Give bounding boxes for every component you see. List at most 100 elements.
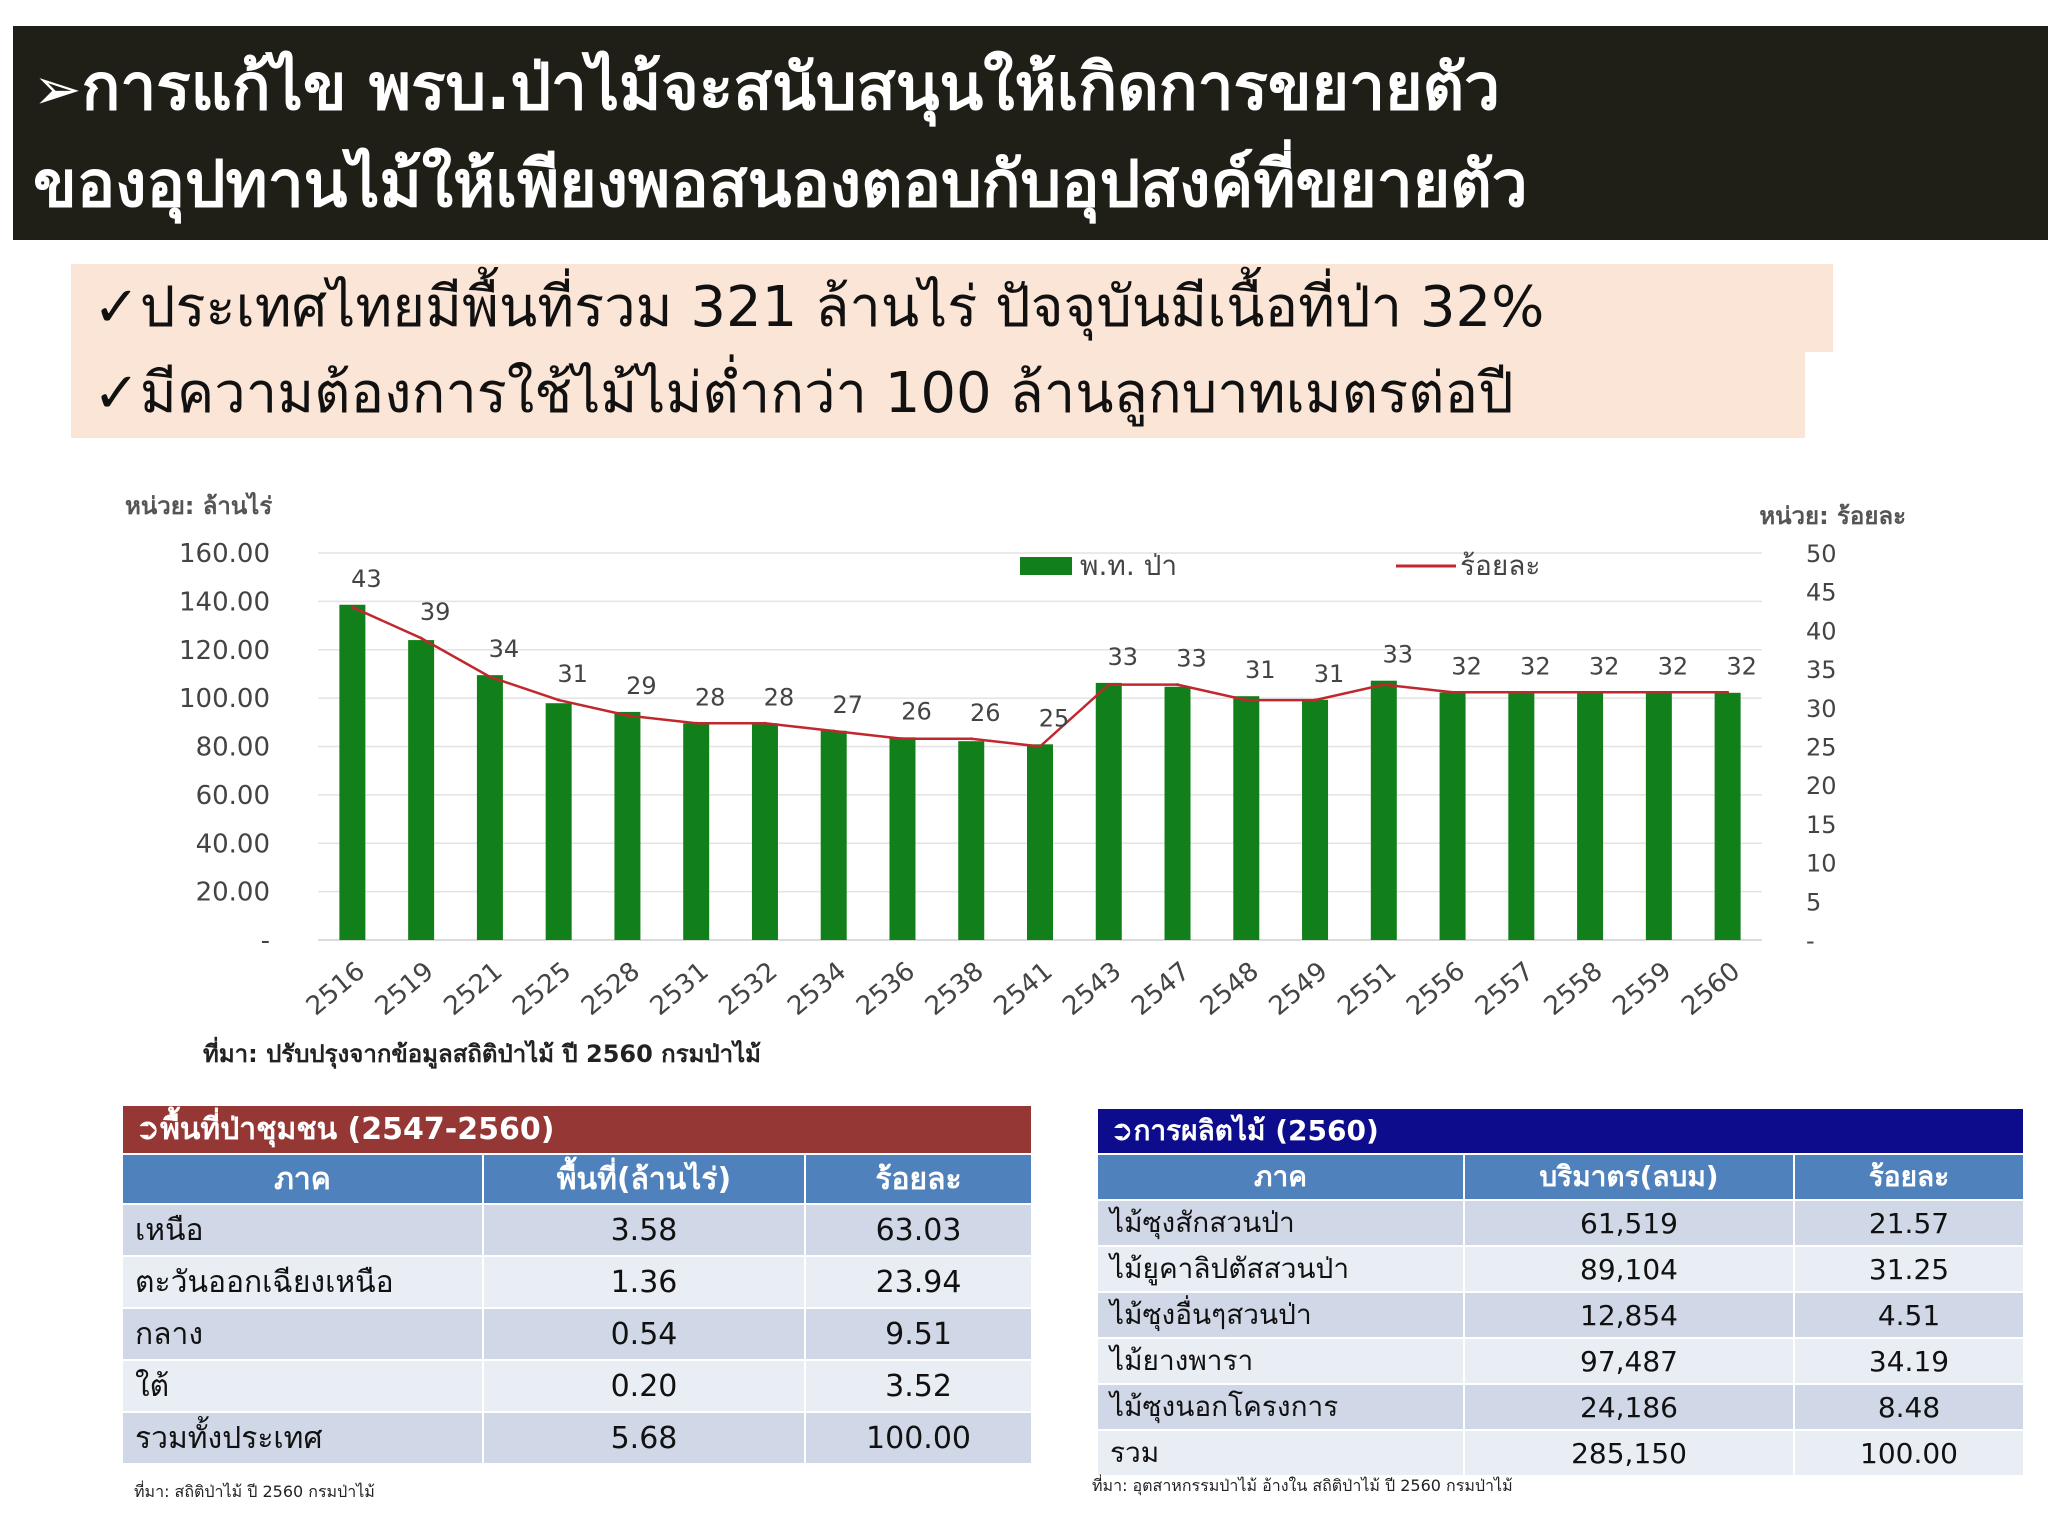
line-point [900, 737, 904, 741]
bar [1302, 699, 1329, 940]
row-label-cell: กลาง [123, 1308, 484, 1361]
timber-production-table: ➲การผลิตไม้ (2560) ภาค บริมาตร(ลบม) ร้อย… [1098, 1109, 2026, 1477]
unit-left-label: หน่วย: ล้านไร่ [125, 491, 272, 520]
row-label-cell: รวม [1098, 1430, 1465, 1477]
bar [958, 741, 985, 940]
bar [1027, 744, 1053, 940]
y-right-tick-label: - [1806, 927, 1815, 955]
table-row: ไม้ซุงสักสวนป่า 61,519 21.57 [1098, 1200, 2026, 1247]
x-category-label: 2548 [1195, 956, 1265, 1022]
x-category-label: 2525 [507, 956, 577, 1022]
data-label: 31 [1314, 660, 1345, 688]
line-point [1519, 690, 1523, 694]
value-cell: 34.19 [1794, 1338, 2026, 1385]
value-cell: 31.25 [1794, 1246, 2026, 1293]
x-category-label: 2551 [1332, 956, 1402, 1022]
y-right-tick-label: 20 [1806, 772, 1837, 800]
data-label: 34 [489, 635, 520, 663]
value-cell: 23.94 [805, 1256, 1034, 1309]
line-point [694, 721, 698, 725]
y-right-tick-label: 35 [1806, 656, 1837, 684]
title-line-1: ➢การแก้ไข พรบ.ป่าไม้จะสนับสนุนให้เกิดการ… [33, 40, 2048, 137]
table-row: ไม้ซุงนอกโครงการ 24,186 8.48 [1098, 1384, 2026, 1431]
table-row: ไม้ซุงอื่นๆสวนป่า 12,854 4.51 [1098, 1292, 2026, 1339]
x-category-label: 2528 [576, 956, 646, 1022]
bar [751, 723, 778, 940]
row-label-cell: เหนือ [123, 1204, 484, 1257]
value-cell: 21.57 [1794, 1200, 2026, 1247]
x-category-label: 2536 [851, 956, 921, 1022]
bar [1645, 693, 1672, 940]
line-point [350, 605, 354, 609]
data-label: 32 [1520, 652, 1551, 680]
value-cell: 61,519 [1464, 1200, 1795, 1247]
y-left-tick-label: - [261, 926, 270, 956]
table1-title: ➲พื้นที่ป่าชุมชน (2547-2560) [123, 1106, 1034, 1155]
legend-label-bar: พ.ท. ป่า [1080, 549, 1177, 582]
chart-source: ที่มา: ปรับปรุงจากข้อมูลสถิติป่าไม้ ปี 2… [203, 1040, 761, 1068]
bar [545, 703, 572, 940]
legend-label-line: ร้อยละ [1460, 549, 1540, 582]
bar [1095, 682, 1122, 940]
row-label-cell: ไม้ซุงนอกโครงการ [1098, 1384, 1465, 1431]
y-left-tick-label: 40.00 [196, 829, 270, 859]
value-cell: 5.68 [483, 1412, 806, 1465]
table2-header: ภาค [1098, 1154, 1465, 1201]
line-point [1176, 683, 1180, 687]
x-category-label: 2557 [1470, 956, 1540, 1022]
line-point [1726, 690, 1730, 694]
x-category-label: 2519 [370, 956, 440, 1022]
table1-header: ร้อยละ [805, 1154, 1034, 1205]
row-label-cell: ไม้ซุงอื่นๆสวนป่า [1098, 1292, 1465, 1339]
row-label-cell: ไม้ยูคาลิปตัสสวนป่า [1098, 1246, 1465, 1293]
line-point [1657, 690, 1661, 694]
bullet-2: ✓มีความต้องการใช้ไม้ไม่ต่ำกว่า 100 ล้านล… [93, 361, 1514, 426]
row-label-cell: ใต้ [123, 1360, 484, 1413]
value-cell: 3.58 [483, 1204, 806, 1257]
line-point [1244, 698, 1248, 702]
data-label: 43 [351, 565, 382, 593]
y-right-tick-label: 50 [1806, 540, 1837, 568]
x-category-label: 2558 [1539, 956, 1609, 1022]
bar [683, 723, 710, 940]
line-point [832, 729, 836, 733]
y-right-tick-label: 30 [1806, 695, 1837, 723]
y-left-tick-label: 80.00 [196, 733, 270, 763]
value-cell: 100.00 [805, 1412, 1034, 1465]
bar [1233, 696, 1260, 940]
x-category-label: 2521 [438, 956, 508, 1022]
bar [408, 640, 435, 940]
data-label: 31 [1245, 656, 1276, 684]
line-point [969, 737, 973, 741]
bar [1714, 692, 1741, 940]
y-left-tick-label: 100.00 [179, 684, 270, 714]
value-cell: 3.52 [805, 1360, 1034, 1413]
table-row: เหนือ 3.58 63.03 [123, 1204, 1034, 1257]
bullet-box-2: ✓มีความต้องการใช้ไม้ไม่ต่ำกว่า 100 ล้านล… [71, 350, 1805, 438]
line-point [763, 721, 767, 725]
table2-title: ➲การผลิตไม้ (2560) [1098, 1109, 2026, 1155]
line-point [1451, 690, 1455, 694]
bar [339, 604, 366, 940]
value-cell: 0.20 [483, 1360, 806, 1413]
y-left-tick-label: 140.00 [179, 587, 270, 617]
title-line-2: ของอุปทานไม้ให้เพียงพอสนองตอบกับอุปสงค์ท… [33, 148, 1528, 222]
line-point [557, 698, 561, 702]
row-label-cell: ตะวันออกเฉียงเหนือ [123, 1256, 484, 1309]
line-point [488, 675, 492, 679]
row-label-cell: ไม้ยางพารา [1098, 1338, 1465, 1385]
table1-source: ที่มา: สถิติป่าไม้ ปี 2560 กรมป่าไม้ [134, 1482, 375, 1501]
data-label: 33 [1176, 645, 1207, 673]
data-label: 26 [970, 699, 1001, 727]
table-row: ไม้ยูคาลิปตัสสวนป่า 89,104 31.25 [1098, 1246, 2026, 1293]
value-cell: 1.36 [483, 1256, 806, 1309]
bar [614, 711, 641, 940]
x-category-label: 2532 [713, 956, 783, 1022]
bar [820, 730, 847, 940]
y-left-tick-label: 160.00 [179, 539, 270, 569]
data-label: 31 [557, 660, 588, 688]
data-label: 28 [764, 683, 795, 711]
data-label: 29 [626, 672, 657, 700]
bar [1164, 686, 1191, 940]
table-row: ใต้ 0.20 3.52 [123, 1360, 1034, 1413]
